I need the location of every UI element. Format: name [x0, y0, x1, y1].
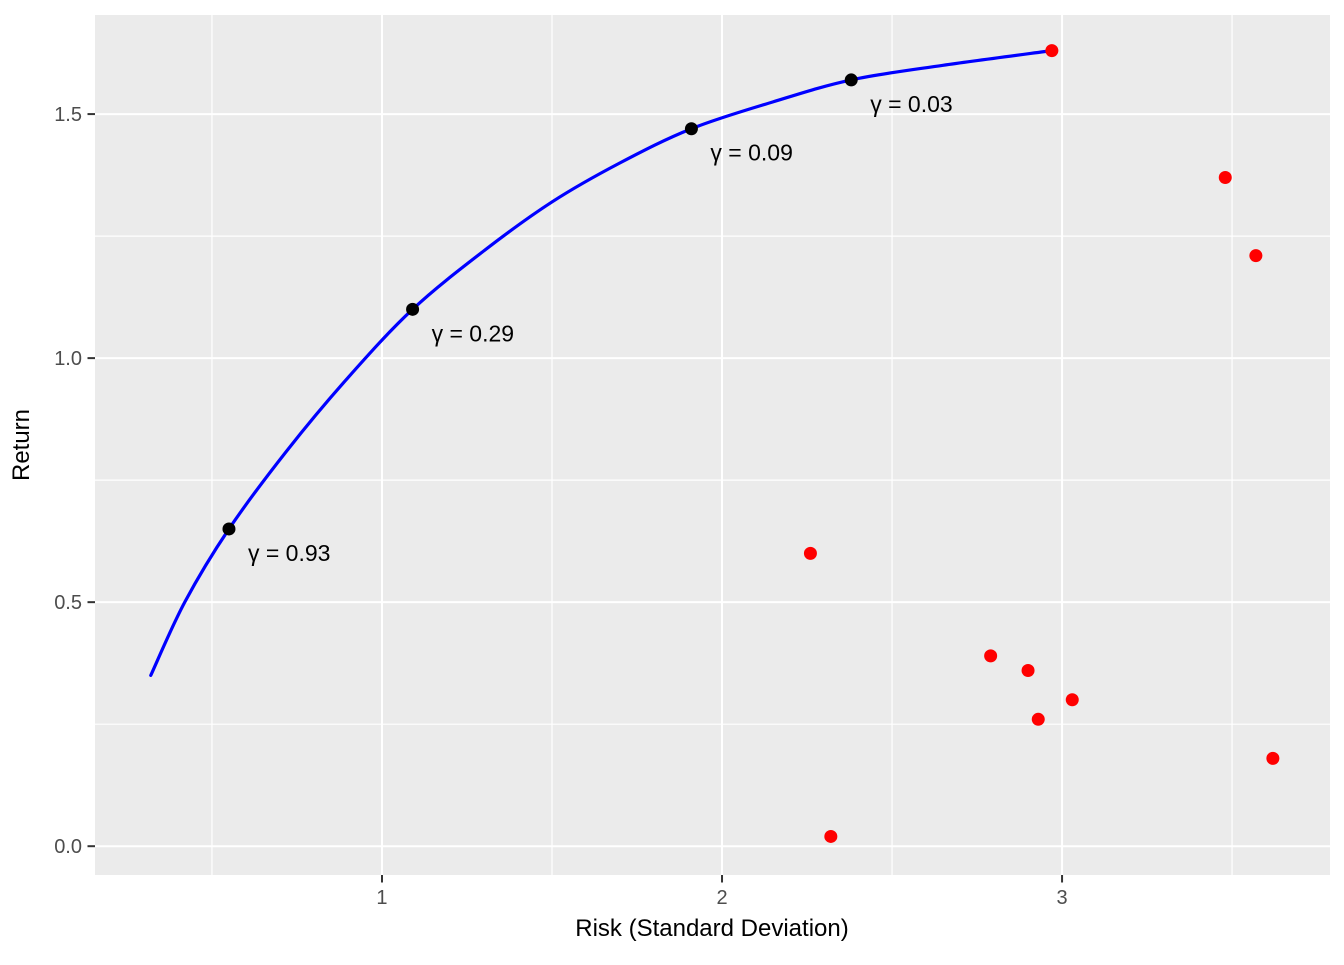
asset-point — [1249, 249, 1263, 263]
gamma-label: γ = 0.09 — [710, 140, 792, 166]
y-tick-label: 1.0 — [54, 348, 82, 370]
asset-point — [1021, 663, 1035, 677]
gamma-label: γ = 0.93 — [248, 540, 330, 566]
plot-panel: 1 2 3 0.0 0.5 1.0 1.5 γ = 0.93 γ = 0.29 γ = 0.09 γ… — [54, 15, 1330, 909]
asset-point — [1045, 44, 1059, 58]
gamma-point — [684, 122, 698, 136]
asset-point — [1218, 171, 1232, 185]
y-tick-label: 0.0 — [54, 836, 82, 858]
asset-point — [824, 829, 838, 843]
asset-point — [984, 649, 998, 663]
asset-point — [1031, 712, 1045, 726]
panel-background — [95, 15, 1330, 875]
y-tick-label: 0.5 — [54, 592, 82, 614]
gamma-point — [222, 522, 236, 536]
gamma-label: γ = 0.03 — [870, 91, 952, 117]
asset-point — [1065, 693, 1079, 707]
x-tick-label: 3 — [1056, 887, 1067, 909]
asset-point — [1266, 751, 1280, 765]
gamma-label: γ = 0.29 — [432, 320, 514, 346]
x-axis-title: Risk (Standard Deviation) — [575, 915, 848, 942]
gamma-point — [406, 302, 420, 316]
x-tick-label: 1 — [376, 887, 387, 909]
x-tick-label: 2 — [716, 887, 727, 909]
y-axis-title: Return — [8, 409, 35, 481]
asset-point — [803, 546, 817, 560]
y-tick-label: 1.5 — [54, 104, 82, 126]
gamma-point — [844, 73, 858, 87]
